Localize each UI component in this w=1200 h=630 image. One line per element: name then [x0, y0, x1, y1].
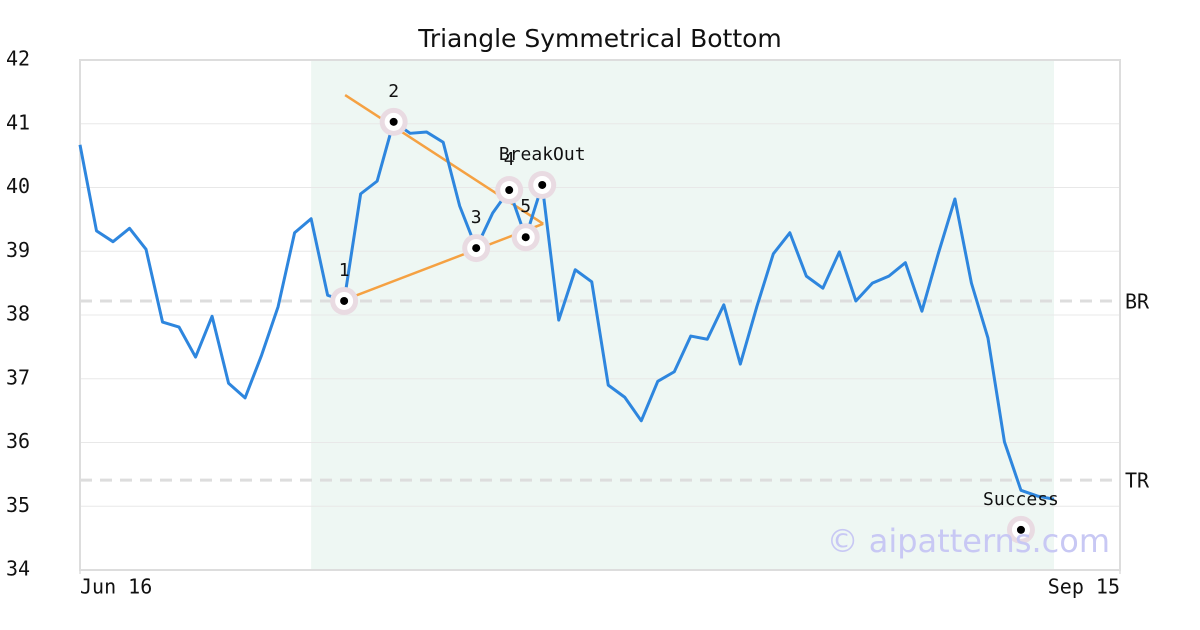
- plot-border: [79, 59, 1121, 571]
- level-label: TR: [1125, 469, 1150, 493]
- pattern-point: 2: [379, 81, 408, 136]
- price-line: [78, 120, 1055, 501]
- point-label: 5: [520, 196, 531, 217]
- y-tick-label: 35: [6, 493, 30, 517]
- point-dot: [521, 233, 530, 242]
- point-dot: [1016, 525, 1025, 534]
- point-dot: [389, 117, 398, 126]
- watermark: © aipatterns.com: [827, 522, 1110, 560]
- x-tick-label: Jun 16: [80, 575, 152, 599]
- point-label: Success: [983, 489, 1059, 510]
- level-label: BR: [1125, 289, 1150, 313]
- pattern-point: 3: [462, 207, 491, 263]
- point-label: BreakOut: [499, 144, 586, 165]
- point-label: 3: [471, 207, 482, 228]
- pattern-point: BreakOut: [499, 144, 586, 199]
- y-tick-label: 39: [6, 238, 30, 262]
- pattern-point: 4: [495, 149, 524, 205]
- point-label: 4: [504, 149, 515, 170]
- point-label: 1: [339, 260, 350, 281]
- y-tick-label: 36: [6, 429, 30, 453]
- pattern-point: Success: [983, 489, 1059, 544]
- point-dot: [340, 296, 349, 305]
- y-tick-label: 41: [6, 110, 30, 134]
- x-tick-label: Sep 15: [1048, 575, 1120, 599]
- y-tick-label: 40: [6, 174, 30, 198]
- y-tick-label: 37: [6, 365, 30, 389]
- trend-line: [344, 222, 544, 301]
- point-dot: [505, 186, 514, 195]
- point-label: 2: [388, 81, 399, 102]
- y-tick-label: 42: [6, 47, 30, 71]
- point-dot: [538, 180, 547, 189]
- chart-title: Triangle Symmetrical Bottom: [417, 24, 782, 53]
- y-tick-label: 38: [6, 302, 30, 326]
- pattern-point: 5: [511, 196, 540, 252]
- pattern-point: 1: [330, 260, 359, 315]
- y-tick-label: 34: [6, 557, 30, 581]
- point-dot: [472, 244, 481, 253]
